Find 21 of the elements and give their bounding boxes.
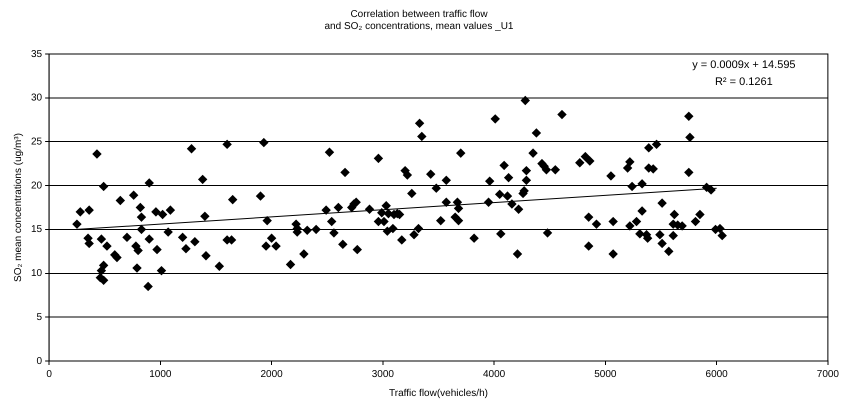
y-tick-label: 25: [31, 136, 43, 148]
y-tick-label: 0: [36, 356, 43, 367]
y-tick-label: 5: [36, 312, 43, 323]
x-tick-label: 6000: [706, 368, 728, 380]
chart-title: Correlation between traffic flow and SO₂ concentrations, mean values _U1: [324, 8, 514, 32]
annotation: y = 0.0009x + 14.595: [692, 59, 796, 72]
x-tick-label: 2000: [260, 368, 284, 380]
annotation: R² = 0.1261: [714, 76, 773, 88]
x-tick-label: 3000: [372, 368, 394, 380]
x-tick-label: 0: [46, 368, 52, 380]
x-axis-title: Traffic flow(vehicles/h): [389, 388, 488, 399]
y-tick-label: 30: [31, 92, 43, 104]
y-tick-label: 20: [31, 180, 43, 192]
x-tick-label: 7000: [816, 368, 840, 380]
y-tick-label: 10: [31, 268, 43, 280]
x-tick-label: 4000: [483, 368, 506, 380]
y-axis-title: SO₂ mean concentrations (ug/m³): [12, 133, 24, 282]
x-tick-label: 1000: [149, 368, 172, 380]
y-tick-label: 35: [31, 48, 43, 60]
y-tick-label: 15: [31, 224, 43, 236]
x-tick-label: 5000: [594, 368, 617, 380]
